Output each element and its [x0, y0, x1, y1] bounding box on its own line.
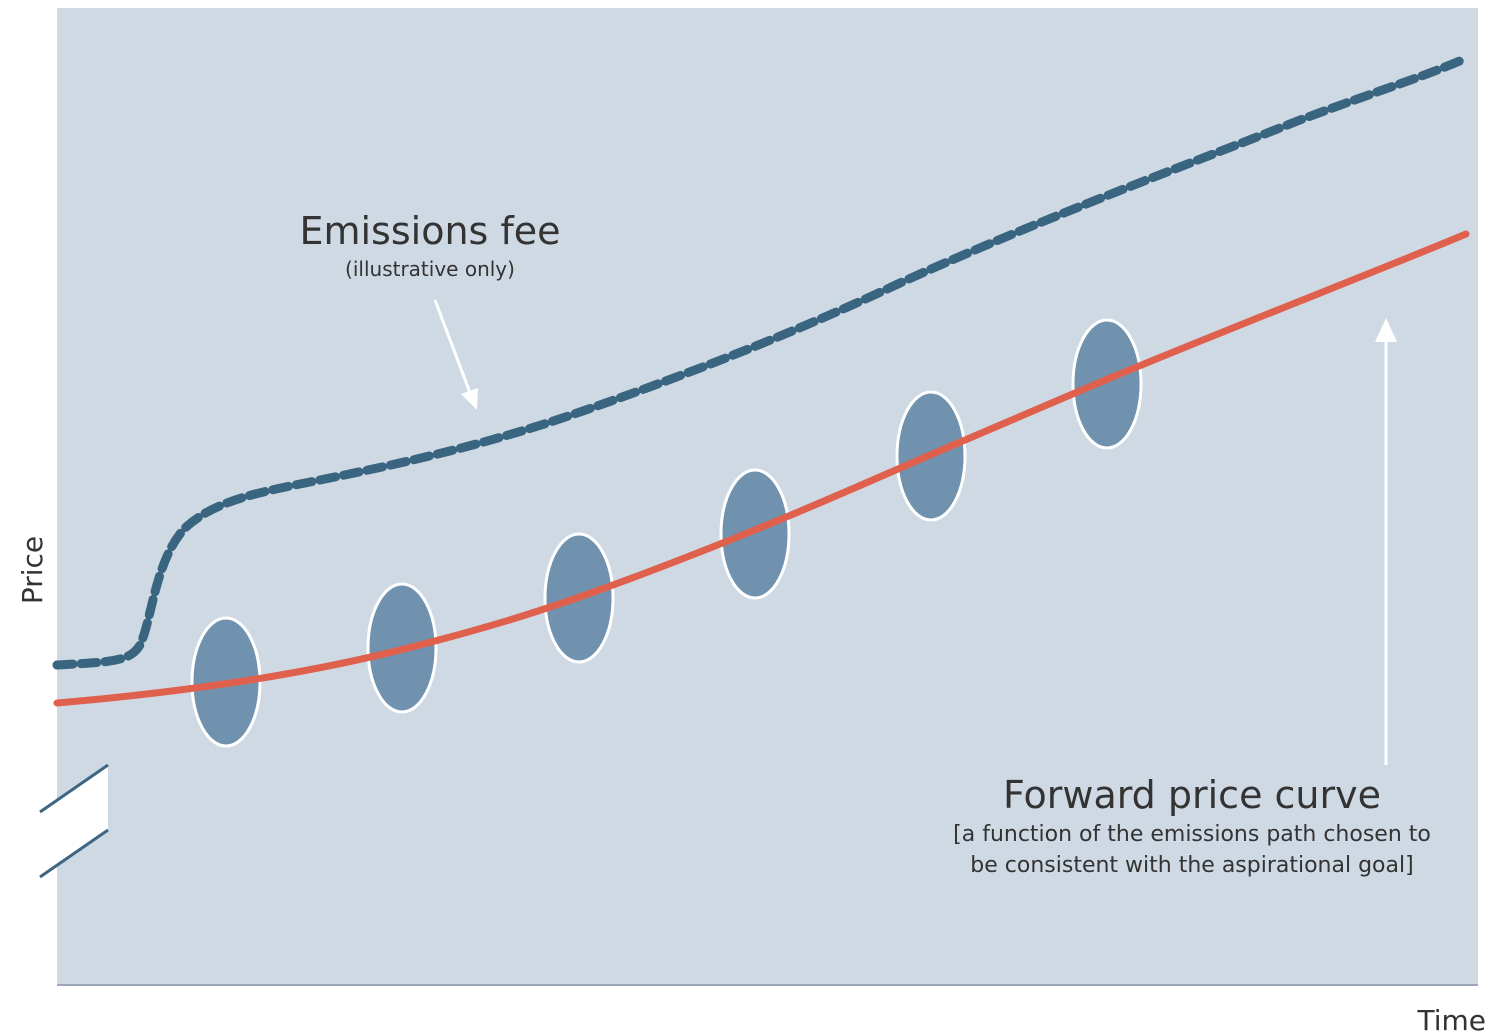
arrow	[433, 299, 474, 399]
uncertainty-ellipse	[1071, 318, 1143, 450]
annotation-title: Forward price curve	[1003, 773, 1381, 817]
annotation-note: [a function of the emissions path chosen…	[953, 822, 1431, 847]
arrow-head	[1375, 318, 1397, 342]
axis-break	[39, 828, 109, 879]
x-axis-label: Time	[1416, 1004, 1486, 1035]
axis-break-gap	[40, 765, 108, 877]
annotation-note: (illustrative only)	[345, 257, 515, 281]
y-axis-label: Price	[16, 536, 49, 604]
emissions-fee-curve	[52, 55, 1467, 670]
axis-break	[39, 763, 109, 814]
forward-price-curve	[53, 230, 1470, 707]
annotation-note: be consistent with the aspirational goal…	[970, 853, 1413, 878]
arrow-head	[461, 388, 478, 410]
annotation-title: Emissions fee	[299, 209, 560, 253]
uncertainty-ellipse	[719, 468, 791, 600]
